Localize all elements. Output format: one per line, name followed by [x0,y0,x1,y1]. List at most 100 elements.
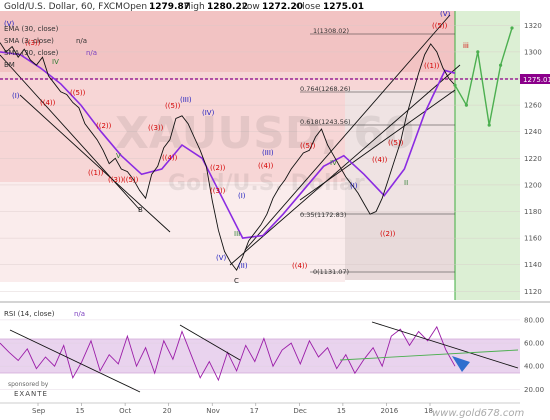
forecast-line [454,27,513,126]
svg-text:((1)): ((1)) [424,62,440,70]
rsi-trendline-3 [371,321,519,369]
rsi-band [0,339,520,373]
svg-text:(I): (I) [12,92,20,100]
svg-text:(IV): (IV) [202,109,215,117]
svg-text:((4)): ((4)) [40,99,56,107]
svg-text:(V): (V) [4,20,15,28]
svg-text:(III): (III) [180,96,192,104]
fib-label-0: 0(1131.07) [313,268,349,276]
svg-text:(V): (V) [440,10,451,18]
time-tick-label: 18 [424,407,433,415]
time-tick-label: 20 [163,407,172,415]
rsi-trendlines [9,321,519,393]
svg-text:((2)): ((2)) [210,164,226,172]
rsi-support-line [339,349,519,361]
svg-text:iii: iii [463,42,469,50]
svg-text:((3)): ((3)) [25,39,41,47]
svg-text:(V): (V) [216,254,227,262]
down-arrow-icon [452,356,470,372]
wave-labels: ((3)) ((4)) ((5)) ((2)) ((1)) ((3)) ((5)… [4,10,469,285]
rsi-tick-label: 60.00 [524,340,544,348]
svg-text:(I): (I) [350,182,358,190]
svg-text:B: B [138,206,143,214]
rsi-trendline-2 [179,324,241,361]
forecast-points [453,26,514,127]
svg-text:((5)): ((5)) [388,139,404,147]
svg-text:((5)): ((5)) [432,22,448,30]
bm-legend[interactable]: BM [4,61,15,69]
forecast-point [510,26,514,30]
svg-text:((3)): ((3)) [148,124,164,132]
time-axis: Sep 15 Oct 20 Nov 17 Dec 15 2016 18 [32,403,433,415]
fib-label-1: 1(1308.02) [313,27,349,35]
price-tick-label: 1160 [524,235,542,243]
price-grid [0,25,520,292]
fib-label-035: 0.35(1172.83) [300,211,346,219]
time-tick-label: 15 [76,407,85,415]
svg-text:((2)): ((2)) [380,230,396,238]
svg-text:((3)): ((3)) [108,176,124,184]
fib-label-0764: 0.764(1268.26) [300,85,351,93]
svg-text:(I): (I) [238,192,246,200]
lower-red-zone [0,182,345,282]
price-tick-label: 1200 [524,181,542,189]
watermark-sub: Gold/U.S. Dollar [168,171,365,196]
close-value: 1275.01 [323,2,364,12]
price-tick-label: 1180 [524,208,542,216]
time-tick-label: Oct [119,407,131,415]
channel-lower [229,64,461,266]
sma-legend[interactable]: SMA (3, close) [4,37,54,45]
svg-text:((5)): ((5)) [70,89,86,97]
rsi-axis: 80.00 60.00 40.00 20.00 [524,316,544,394]
price-tick-label: 1260 [524,102,542,110]
rsi-trendline-1 [9,329,141,393]
rsi-tick-label: 20.00 [524,386,544,394]
svg-text:((5)): ((5)) [165,102,181,110]
sponsor-caption: sponsored by [8,381,49,388]
fib-label-0618: 0.618(1243.56) [300,118,351,126]
green-forecast-zone [455,10,520,300]
close-label: Close [296,2,321,12]
site-watermark: www.gold678.com [432,408,525,419]
svg-text:((5)): ((5)) [300,142,316,150]
trendline-1 [0,54,141,211]
rsi-tick-label: 80.00 [524,316,544,324]
upper-red-zone [0,10,455,72]
forecast-point [476,50,480,54]
time-tick-label: Sep [32,407,46,415]
time-tick-label: Nov [206,407,220,415]
price-tick-label: 1320 [524,22,542,30]
svg-text:III: III [234,230,240,238]
svg-text:((4)): ((4)) [292,262,308,270]
svg-text:((1)): ((1)) [88,169,104,177]
gray-box-lower [345,212,455,280]
symbol-title: Gold/U.S. Dollar, 60, FXCM [4,2,123,12]
channel-upper [244,14,451,251]
trendline-2 [19,94,171,233]
rsi-axis-bg [520,303,550,403]
svg-text:((4)): ((4)) [162,154,178,162]
svg-text:II: II [404,179,408,187]
svg-text:((4)): ((4)) [258,162,274,170]
sma-legend-na: n/a [76,37,87,45]
sma-b-legend[interactable]: SMA (30, close) [4,49,59,57]
rsi-legend[interactable]: RSI (14, close) [4,310,55,318]
watermark: XAUUSD, 60 [115,108,415,159]
svg-text:(II): (II) [238,262,248,270]
time-tick-label: 17 [250,407,259,415]
price-tick-label: 1240 [524,128,542,136]
fib-annotations: 1(1308.02) 0.764(1268.26) 0.618(1243.56)… [300,27,351,276]
forecast-point [487,123,491,127]
svg-text:((5)): ((5)) [123,176,139,184]
price-tick-label: 1220 [524,155,542,163]
ema-legend[interactable]: EMA (30, close) [4,25,59,33]
svg-text:C: C [234,277,239,285]
svg-text:(III): (III) [262,149,274,157]
price-tick-label: 1140 [524,261,542,269]
price-tick-label: 1300 [524,48,542,56]
low-value: 1272.20 [262,2,303,12]
time-tick-label: Dec [293,407,307,415]
svg-text:V: V [116,152,121,160]
